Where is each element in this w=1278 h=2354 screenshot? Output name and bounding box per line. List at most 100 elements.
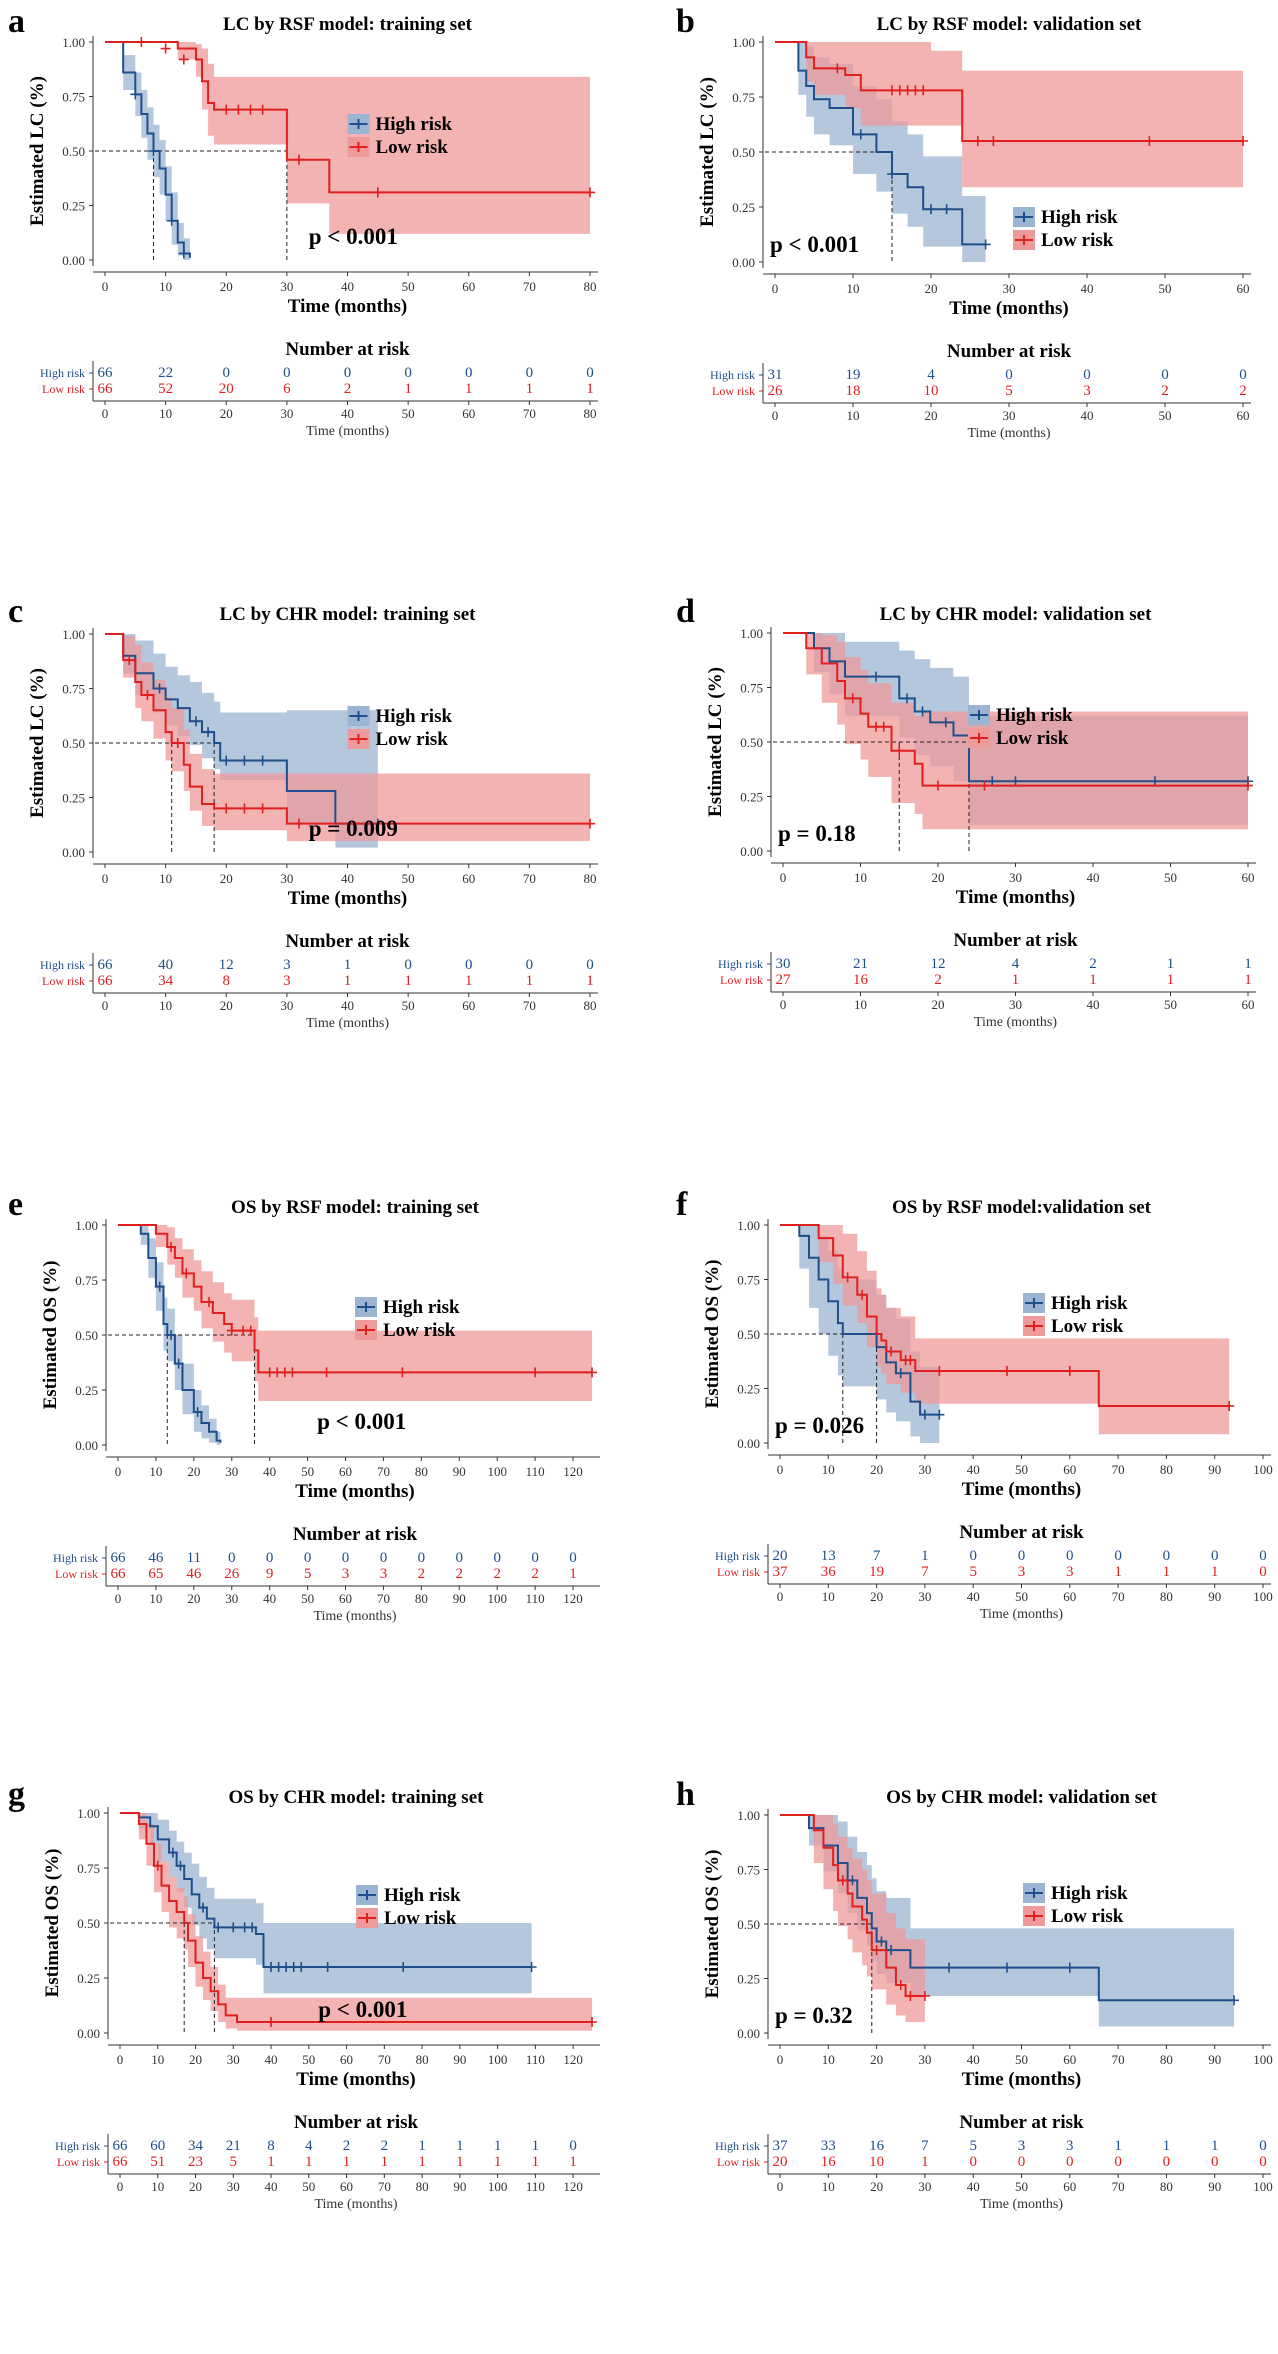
y-tick-label: 1.00 [737, 1808, 760, 1823]
low-risk-censor-mark [1144, 136, 1155, 146]
panel-letter: b [676, 3, 695, 40]
risk-x-tick-label: 40 [1081, 408, 1094, 423]
chart-title: OS by RSF model: training set [231, 1197, 480, 1218]
risk-x-tick-label: 90 [1208, 1589, 1221, 1604]
low-risk-censor-mark [988, 136, 999, 146]
risk-table-x-title: Time (months) [980, 2197, 1063, 2212]
low-risk-censor-mark [857, 1289, 868, 1300]
risk-x-tick-label: 80 [416, 2179, 429, 2194]
risk-count-low: 1 [494, 2154, 502, 2170]
x-axis-title: Time (months) [295, 1481, 414, 1502]
panel-d: d LC by CHR model: validation set 0.00 0.25… [676, 593, 1256, 1030]
x-axis-title: Time (months) [956, 887, 1075, 908]
risk-count-low: 51 [150, 2154, 165, 2170]
risk-x-tick-label: 50 [1015, 1589, 1028, 1604]
risk-count-high: 0 [342, 1550, 350, 1566]
legend-low-line [357, 1325, 375, 1335]
x-tick-label: 30 [918, 1462, 931, 1477]
low-risk-censor-mark [1002, 1366, 1013, 1377]
y-tick-label: 0.00 [740, 844, 763, 859]
risk-count-low: 8 [223, 973, 231, 989]
risk-count-high: 11 [187, 1550, 201, 1566]
x-tick-label: 80 [1160, 1462, 1173, 1477]
x-tick-label: 10 [854, 870, 867, 885]
y-tick-label: 0.25 [62, 199, 85, 214]
low-risk-censor-mark [530, 1367, 541, 1378]
p-value: p = 0.18 [778, 821, 856, 846]
risk-x-tick-label: 70 [1112, 2179, 1125, 2194]
risk-table-title: Number at risk [959, 1522, 1084, 1543]
x-axis-title: Time (months) [288, 888, 407, 909]
legend-low-label: Low risk [383, 1320, 456, 1341]
panel-b: b LC by RSF model: validation set 0.00 0.25… [676, 3, 1251, 441]
low-risk-censor-mark [245, 104, 256, 115]
risk-count-high: 7 [873, 1548, 881, 1564]
x-tick-label: 70 [1112, 2052, 1125, 2067]
legend-low-line [349, 734, 368, 744]
risk-x-tick-label: 90 [453, 2179, 466, 2194]
risk-x-tick-label: 50 [1164, 997, 1177, 1012]
risk-count-low: 1 [465, 381, 473, 397]
risk-count-high: 12 [219, 957, 234, 973]
risk-count-high: 0 [586, 957, 594, 973]
y-tick-label: 0.75 [737, 1273, 760, 1288]
x-tick-label: 10 [151, 2052, 164, 2067]
y-tick-label: 0.50 [62, 736, 85, 751]
legend-high-line [358, 1890, 376, 1900]
risk-x-tick-label: 50 [301, 1591, 314, 1606]
x-tick-label: 20 [932, 870, 945, 885]
risk-count-high: 0 [526, 957, 534, 973]
x-tick-label: 70 [1112, 1462, 1125, 1477]
risk-count-low: 1 [1244, 972, 1252, 988]
risk-count-high: 0 [1239, 367, 1247, 383]
x-axis-title: Time (months) [288, 296, 407, 317]
risk-count-high: 0 [465, 365, 473, 381]
risk-x-tick-label: 50 [1015, 2179, 1028, 2194]
low-risk-censor-mark [919, 1990, 930, 2001]
x-tick-label: 50 [1164, 870, 1177, 885]
y-axis-title: Estimated OS (%) [702, 1850, 723, 1999]
risk-row-label-low: Low risk [717, 1565, 760, 1579]
y-tick-label: 0.50 [732, 145, 755, 160]
legend-low-line [970, 733, 988, 743]
risk-count-low: 10 [924, 383, 939, 399]
y-tick-label: 0.00 [737, 2026, 760, 2041]
y-tick-label: 0.75 [740, 681, 763, 696]
risk-x-tick-label: 30 [280, 998, 293, 1013]
legend-low-line [1015, 235, 1033, 245]
y-tick-label: 0.50 [737, 1917, 760, 1932]
x-tick-label: 80 [584, 279, 597, 294]
x-tick-label: 80 [584, 871, 597, 886]
x-tick-label: 20 [220, 871, 233, 886]
low-risk-censor-mark [233, 104, 244, 115]
high-risk-censor-mark [221, 755, 232, 766]
risk-x-tick-label: 0 [102, 406, 109, 421]
risk-count-low: 5 [1005, 383, 1013, 399]
risk-count-low: 19 [869, 1564, 884, 1580]
high-risk-censor-mark [198, 1902, 209, 1913]
high-risk-curve [780, 1224, 940, 1416]
risk-row-label-low: Low risk [42, 974, 85, 988]
risk-x-tick-label: 30 [1009, 997, 1022, 1012]
risk-count-high: 19 [846, 367, 861, 383]
risk-table-x-title: Time (months) [314, 2197, 397, 2212]
low-risk-curve [105, 633, 590, 825]
x-tick-label: 40 [1081, 281, 1094, 296]
panel-a: a LC by RSF model: training set 0.00 0.25 0.… [8, 3, 598, 439]
risk-count-high: 1 [1114, 2138, 1122, 2154]
risk-count-low: 10 [869, 2154, 884, 2170]
risk-count-high: 0 [344, 365, 352, 381]
risk-count-low: 2 [456, 1566, 464, 1582]
x-tick-label: 40 [967, 2052, 980, 2067]
low-risk-censor-mark [221, 803, 232, 814]
low-risk-censor-mark [918, 85, 929, 96]
risk-count-low: 1 [1211, 1564, 1219, 1580]
risk-x-tick-label: 60 [1237, 408, 1250, 423]
panel-e: e OS by RSF model: training set 0.00 0.25 0.… [8, 1186, 600, 1624]
y-tick-label: 0.75 [732, 90, 755, 105]
low-risk-censor-mark [878, 721, 889, 732]
risk-count-low: 16 [821, 2154, 837, 2170]
risk-count-high: 0 [380, 1550, 388, 1566]
